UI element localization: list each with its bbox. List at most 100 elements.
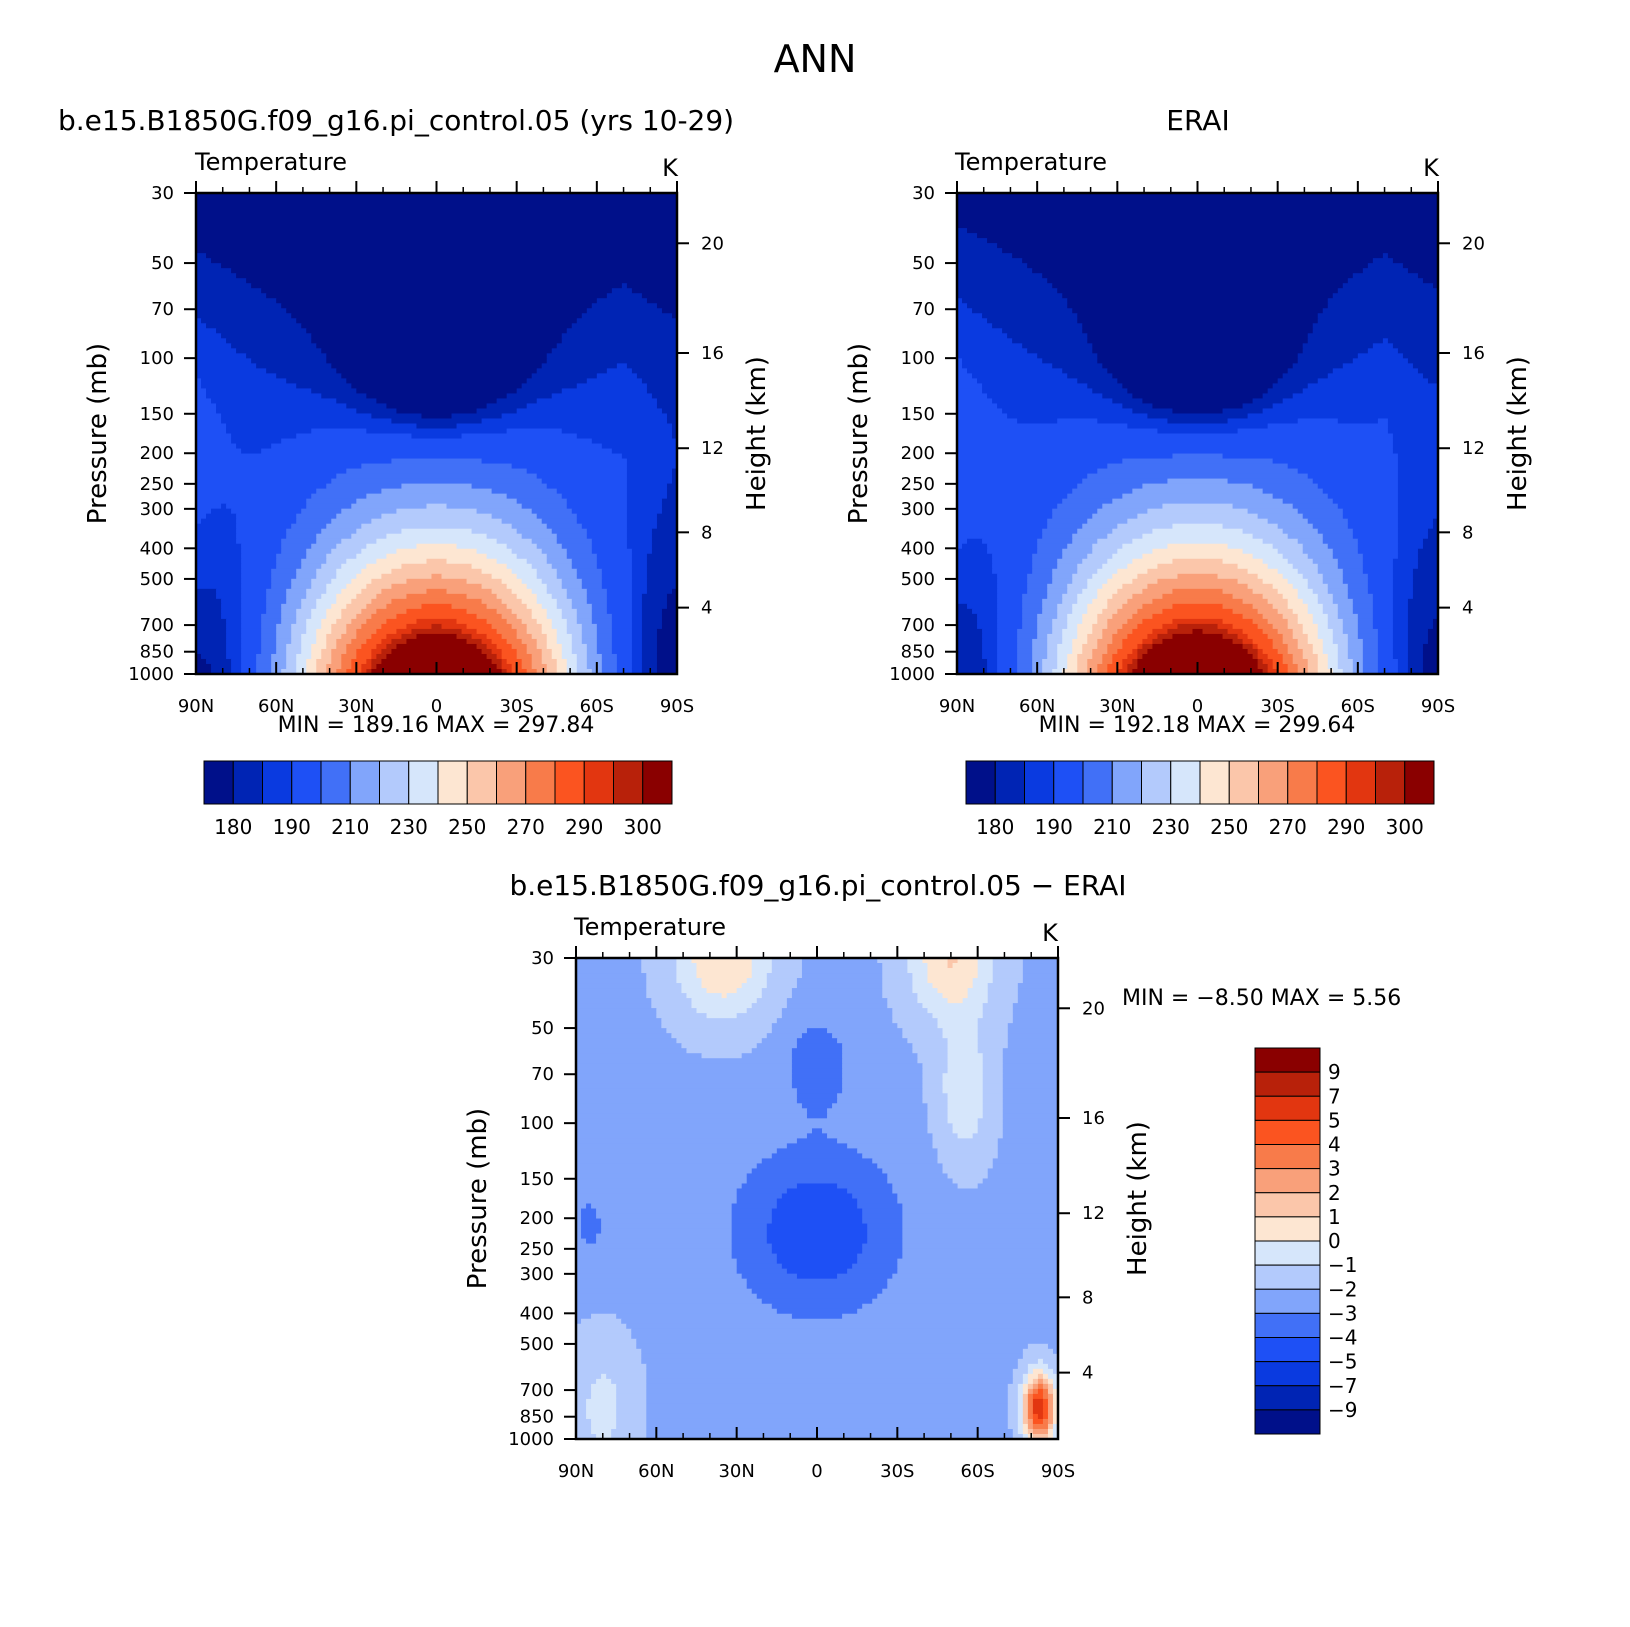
- contour-cell: [1277, 568, 1299, 575]
- contour-cell: [276, 623, 292, 630]
- contour-cell: [611, 1428, 647, 1435]
- contour-cell: [912, 983, 934, 989]
- contour-cell: [1397, 453, 1439, 460]
- contour-cell: [281, 538, 317, 545]
- contour-cell: [196, 458, 393, 465]
- contour-cell: [977, 1028, 1009, 1034]
- contour-cell: [656, 638, 678, 645]
- contour-cell: [221, 413, 372, 420]
- contour-cell: [1027, 1343, 1049, 1350]
- contour-cell: [1397, 473, 1439, 480]
- contour-cell: [196, 373, 277, 379]
- contour-cell: [626, 518, 658, 525]
- contour-cell: [631, 623, 643, 630]
- contour-cell: [997, 1143, 1059, 1149]
- contour-cell: [1317, 528, 1354, 535]
- contour-cell: [1242, 638, 1254, 645]
- contour-cell: [1057, 653, 1068, 660]
- contour-cell: [1342, 628, 1359, 635]
- contour-cell: [546, 613, 563, 620]
- contour-cell: [1042, 663, 1058, 670]
- contour-cell: [386, 553, 488, 560]
- contour-cell: [216, 588, 242, 595]
- contour-cell: [1027, 263, 1369, 269]
- contour-cell: [756, 1163, 878, 1170]
- contour-cell: [1292, 393, 1439, 400]
- contour-cell: [581, 623, 598, 630]
- contour-cell: [1062, 593, 1078, 600]
- contour-cell: [882, 983, 913, 989]
- contour-cell: [196, 658, 207, 665]
- contour-cell: [266, 368, 337, 374]
- contour-cell: [1062, 553, 1088, 560]
- contour-cell: [376, 643, 387, 650]
- contour-cell: [646, 978, 678, 984]
- contour-cell: [827, 1133, 934, 1139]
- contour-cell: [867, 1238, 903, 1245]
- contour-cell: [962, 298, 1068, 304]
- contour-cell: [957, 523, 1048, 530]
- contour-cell: [751, 958, 773, 964]
- contour-cell: [576, 1193, 738, 1200]
- contour-cell: [346, 603, 367, 610]
- contour-cell: [756, 1293, 878, 1300]
- contour-cell: [1002, 1103, 1059, 1109]
- contour-cell: [1032, 1393, 1044, 1400]
- contour-cell: [576, 1033, 672, 1039]
- contour-cell: [1252, 553, 1284, 560]
- contour-cell: [296, 433, 413, 440]
- contour-cell: [521, 383, 578, 390]
- contour-cell: [291, 638, 302, 645]
- contour-cell: [196, 333, 222, 339]
- contour-cell: [641, 658, 658, 665]
- contour-cell: [576, 1418, 592, 1425]
- contour-cell: [381, 513, 493, 520]
- contour-cell: [736, 1013, 783, 1019]
- colorbar-label: 300: [1386, 815, 1424, 839]
- contour-cell: [496, 593, 518, 600]
- contour-cell: [531, 658, 543, 665]
- contour-cell: [1172, 588, 1224, 595]
- contour-cell: [1397, 493, 1439, 500]
- contour-cell: [776, 1198, 858, 1205]
- contour-cell: [1022, 618, 1038, 625]
- contour-cell: [1332, 553, 1364, 560]
- contour-cell: [276, 648, 287, 655]
- contour-cell: [261, 638, 277, 645]
- contour-cell: [196, 668, 212, 675]
- contour-cell: [1097, 358, 1299, 364]
- contour-cell: [1002, 1108, 1059, 1114]
- colorbar-swatch: [1111, 760, 1142, 805]
- contour-cell: [581, 1233, 597, 1240]
- contour-cell: [646, 1418, 1009, 1425]
- contour-cell: [586, 588, 608, 595]
- contour-cell: [361, 523, 513, 530]
- contour-cell: [1287, 668, 1299, 675]
- contour-cell: [1007, 1043, 1059, 1049]
- contour-cell: [641, 643, 658, 650]
- contour-cell: [992, 553, 1033, 560]
- contour-cell: [386, 653, 488, 660]
- contour-cell: [1072, 648, 1083, 655]
- contour-cell: [311, 338, 563, 344]
- contour-cell: [221, 613, 242, 620]
- contour-cell: [256, 663, 272, 670]
- contour-cell: [551, 593, 568, 600]
- contour-cell: [356, 613, 372, 620]
- contour-cell: [1122, 543, 1169, 550]
- contour-cell: [1317, 658, 1329, 665]
- contour-cell: [771, 1303, 863, 1310]
- contour-cell: [581, 1228, 602, 1235]
- contour-cell: [1317, 378, 1429, 384]
- contour-cell: [296, 653, 312, 660]
- contour-cell: [391, 568, 483, 575]
- contour-cell: [992, 963, 1024, 969]
- contour-cell: [1267, 668, 1279, 675]
- contour-cell: [576, 1063, 793, 1069]
- contour-cell: [982, 628, 998, 635]
- contour-cell: [1122, 383, 1274, 390]
- contour-cell: [957, 648, 983, 655]
- contour-cell: [1277, 588, 1299, 595]
- contour-plot-model: 90N 60N 30N 0 30S 60S 90S305070100150200250300…: [83, 181, 772, 717]
- contour-cell: [326, 558, 347, 565]
